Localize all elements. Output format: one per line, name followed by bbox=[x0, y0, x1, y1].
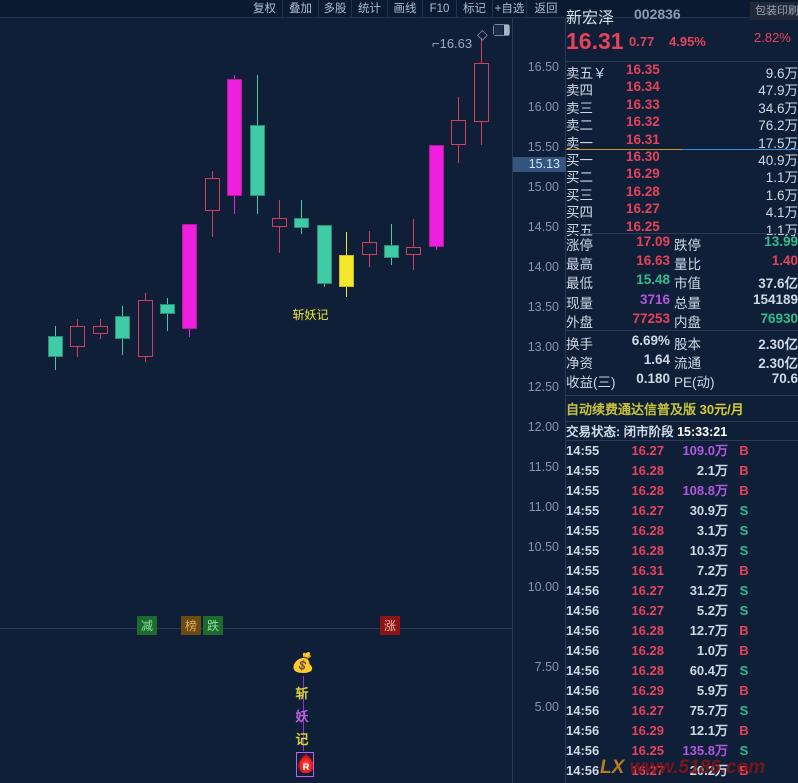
svg-text:R: R bbox=[303, 762, 310, 773]
